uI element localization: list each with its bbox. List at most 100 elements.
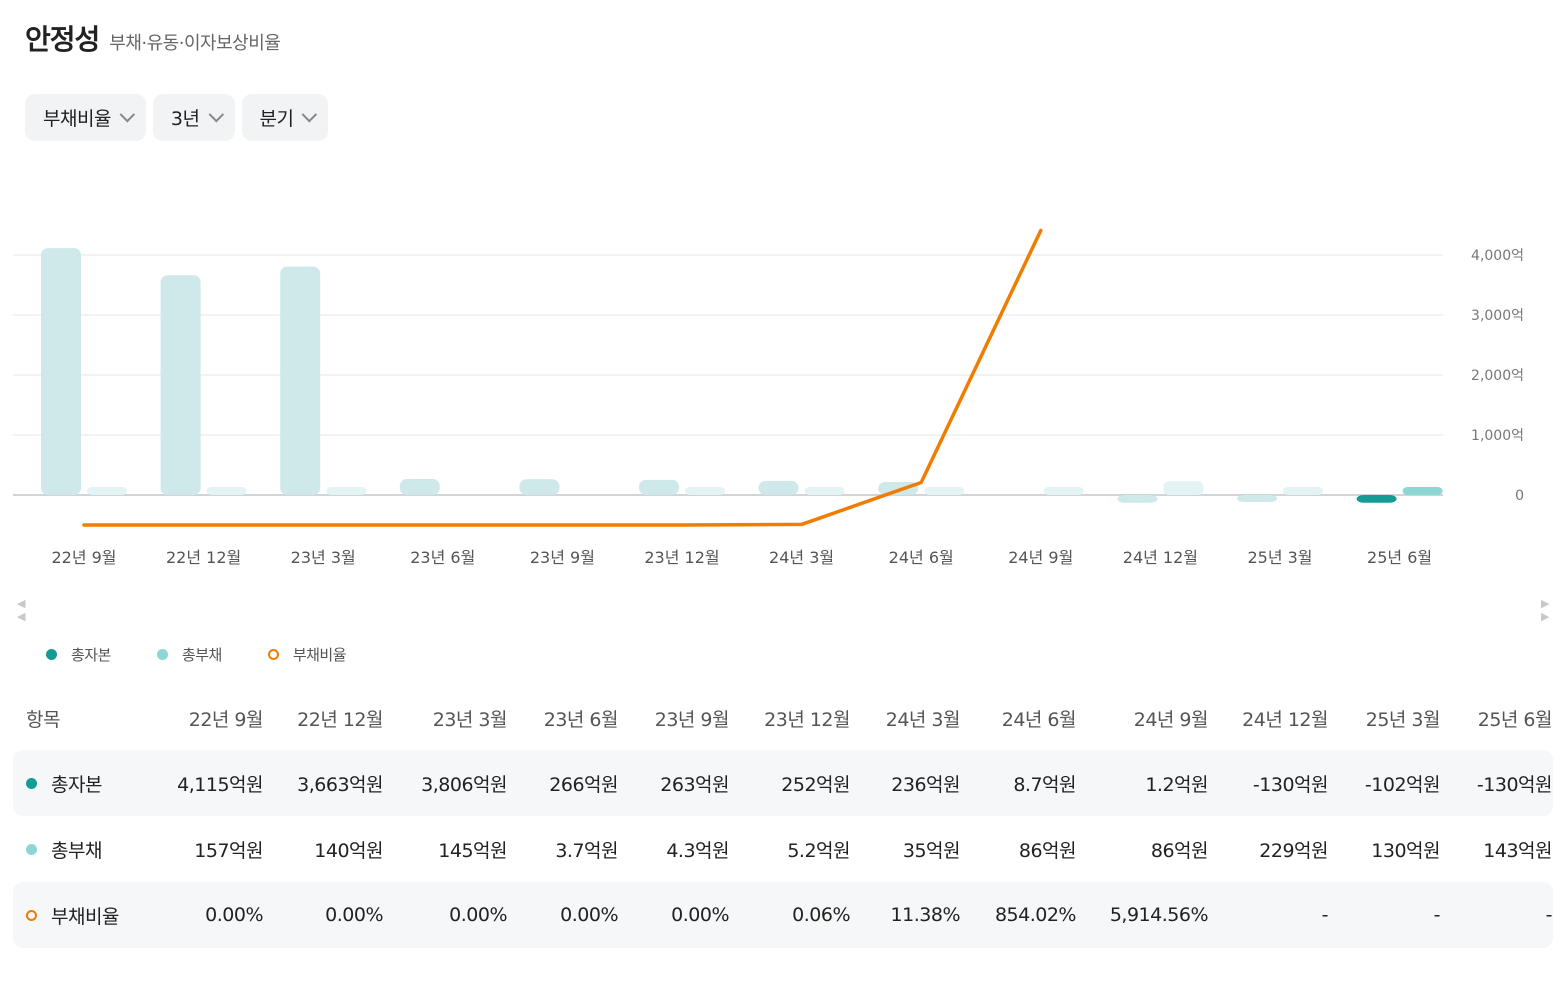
table-cell: 236억원 bbox=[891, 773, 960, 796]
equity-bar bbox=[160, 275, 201, 495]
equity-bar bbox=[519, 479, 560, 495]
equity-bar bbox=[280, 266, 321, 495]
liabilities-bar bbox=[1043, 487, 1084, 495]
table-cell: 854.02% bbox=[994, 904, 1077, 926]
table-cell: 140억원 bbox=[314, 839, 383, 862]
table-cell: 157억원 bbox=[194, 839, 263, 862]
equity-dot-icon bbox=[26, 777, 37, 789]
liabilities-bar bbox=[804, 487, 845, 495]
table-column-header: 22년 9월 bbox=[188, 708, 264, 731]
table-cell: -102억원 bbox=[1364, 773, 1441, 796]
y-tick-label: 1,000억 bbox=[1471, 428, 1524, 444]
table-column-header: 24년 9월 bbox=[1133, 708, 1209, 731]
legend-label: 총자본 bbox=[71, 646, 111, 664]
table-row-ratio: 부채비율 0.00% 0.00% 0.00% 0.00% 0.00% 0.06% 11.38… bbox=[13, 882, 1553, 948]
equity-bar bbox=[758, 480, 799, 495]
table-column-header: 24년 6월 bbox=[1001, 708, 1077, 731]
liabilities-bar bbox=[87, 487, 127, 495]
x-tick-label: 24년 9월 bbox=[1008, 548, 1073, 567]
metric-dropdown-label: 부채비율 bbox=[43, 108, 111, 130]
row-label: 총자본 bbox=[51, 773, 102, 796]
table-cell: - bbox=[1545, 904, 1553, 926]
equity-bar bbox=[1237, 495, 1277, 502]
table-cell: 86억원 bbox=[1150, 839, 1209, 862]
table-cell: 0.00% bbox=[671, 904, 729, 926]
x-tick-label: 22년 9월 bbox=[51, 548, 116, 567]
table-cell: - bbox=[1433, 904, 1441, 926]
table-cell: 5,914.56% bbox=[1109, 904, 1209, 926]
table-cell: 0.00% bbox=[205, 904, 263, 926]
y-tick-label: 2,000억 bbox=[1471, 368, 1524, 384]
equity-bar bbox=[41, 248, 81, 495]
x-tick-label: 24년 3월 bbox=[769, 548, 834, 567]
period-dropdown[interactable]: 3년 bbox=[152, 94, 235, 141]
chevron-down-icon bbox=[302, 106, 318, 123]
table-cell: 0.00% bbox=[560, 904, 618, 926]
ratio-ring-icon bbox=[267, 649, 279, 660]
ratio-ring-icon bbox=[26, 909, 37, 921]
table-cell: 35억원 bbox=[902, 839, 961, 862]
y-tick-label: 0 bbox=[1515, 488, 1524, 504]
table-cell: 5.2억원 bbox=[787, 839, 850, 862]
liabilities-bar bbox=[1283, 487, 1323, 495]
table-column-header: 23년 3월 bbox=[432, 708, 508, 731]
x-tick-label: 22년 12월 bbox=[166, 548, 241, 567]
filter-bar: 부채비율 3년 분기 bbox=[25, 94, 329, 141]
table-cell: 263억원 bbox=[660, 773, 729, 796]
liabilities-bar bbox=[1402, 487, 1443, 495]
table-column-header: 22년 12월 bbox=[297, 708, 383, 731]
liabilities-dot-icon bbox=[26, 843, 37, 855]
chart-scroll-right-icon[interactable]: ▶ ▶ bbox=[1541, 597, 1550, 623]
table-column-header: 23년 12월 bbox=[764, 708, 850, 731]
x-tick-label: 23년 9월 bbox=[530, 548, 595, 567]
equity-dot-icon bbox=[46, 649, 57, 660]
table-cell: 130억원 bbox=[1371, 839, 1440, 862]
table-cell: -130억원 bbox=[1252, 773, 1329, 796]
table-cell: 3,806억원 bbox=[421, 773, 507, 796]
table-cell: 8.7억원 bbox=[1013, 773, 1076, 796]
equity-bar bbox=[639, 479, 679, 495]
table-cell: 11.38% bbox=[890, 904, 961, 926]
liabilities-dot-icon bbox=[156, 649, 168, 660]
legend-item-equity[interactable]: 총자본 bbox=[46, 644, 111, 665]
chart-legend: 총자본 총부채 부채비율 bbox=[46, 644, 392, 665]
legend-label: 총부채 bbox=[181, 646, 222, 664]
table-column-header: 24년 12월 bbox=[1242, 708, 1328, 731]
section-header: 안정성 부채·유동·이자보상비율 bbox=[25, 18, 281, 58]
table-cell: 0.00% bbox=[325, 904, 383, 926]
y-tick-label: 3,000억 bbox=[1471, 308, 1524, 324]
x-tick-label: 25년 6월 bbox=[1367, 548, 1432, 567]
table-cell: 4.3억원 bbox=[666, 839, 729, 862]
table-cell: 145억원 bbox=[438, 839, 507, 862]
interval-dropdown[interactable]: 분기 bbox=[241, 94, 329, 141]
legend-item-liabilities[interactable]: 총부채 bbox=[156, 644, 222, 665]
legend-label: 부채비율 bbox=[292, 646, 347, 664]
liabilities-bar bbox=[326, 487, 367, 495]
table-cell: 266억원 bbox=[549, 773, 618, 796]
liabilities-bar bbox=[685, 487, 725, 495]
x-tick-label: 24년 6월 bbox=[889, 548, 954, 567]
y-tick-label: 4,000억 bbox=[1471, 248, 1524, 264]
debt-ratio-line bbox=[82, 228, 1043, 527]
table-cell: 3,663억원 bbox=[297, 773, 383, 796]
metric-dropdown[interactable]: 부채비율 bbox=[25, 94, 146, 141]
section-title: 안정성 bbox=[25, 23, 100, 56]
table-cell: 1.2억원 bbox=[1145, 773, 1208, 796]
liabilities-bar bbox=[924, 487, 965, 495]
table-column-header: 24년 3월 bbox=[885, 708, 961, 731]
equity-bar bbox=[399, 479, 440, 495]
legend-item-ratio[interactable]: 부채비율 bbox=[267, 644, 347, 665]
chevron-down-icon bbox=[119, 106, 136, 123]
chart-scroll-left-icon[interactable]: ◀ ◀ bbox=[17, 597, 26, 623]
table-column-header: 23년 6월 bbox=[543, 708, 619, 731]
table-cell: 0.00% bbox=[449, 904, 507, 926]
table-column-header: 23년 9월 bbox=[654, 708, 730, 731]
table-cell: -130억원 bbox=[1476, 773, 1553, 796]
table-cell: 4,115억원 bbox=[177, 773, 263, 796]
table-row-liabilities: 총부채 157억원 140억원 145억원 3.7억원 4.3억원 5.2억원 35억원 86… bbox=[13, 816, 1553, 882]
table-row-equity: 총자본 4,115억원 3,663억원 3,806억원 266억원 263억원 252억원… bbox=[13, 750, 1553, 816]
stability-chart: 4,000억 3,000억 2,000억 1,000억 0 22년 9월 22년 12월 23… bbox=[13, 228, 1524, 567]
x-tick-label: 25년 3월 bbox=[1247, 548, 1312, 567]
row-label: 부채비율 bbox=[51, 905, 119, 928]
table-cell: 143억원 bbox=[1483, 839, 1552, 862]
